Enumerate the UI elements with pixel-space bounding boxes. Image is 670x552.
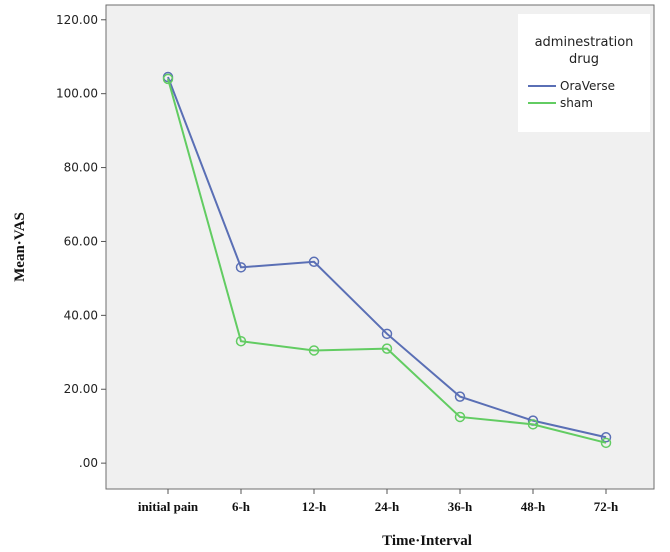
legend-title-line1: adminestration xyxy=(535,35,634,50)
data-point-oraverse xyxy=(381,328,393,340)
y-axis: .00 20.00 40.00 60.00 80.00 100.00 120.00 xyxy=(56,13,106,470)
x-tick-label: 12-h xyxy=(302,499,327,514)
legend: adminestration drug OraVerse sham xyxy=(518,14,650,132)
x-tick-label: 48-h xyxy=(521,499,546,514)
data-point-oraverse xyxy=(600,432,612,443)
series-line-oraverse xyxy=(167,76,607,439)
y-tick-label: 100.00 xyxy=(56,87,98,101)
x-tick-label: initial pain xyxy=(138,499,199,514)
data-point-oraverse xyxy=(308,256,320,268)
y-tick-label: .00 xyxy=(79,456,98,470)
data-point-sham xyxy=(454,411,466,423)
data-point-sham xyxy=(235,335,247,347)
data-point-sham xyxy=(162,73,174,85)
x-tick-label: 36-h xyxy=(448,499,473,514)
data-point-oraverse xyxy=(454,391,466,402)
series-layer xyxy=(162,71,612,449)
data-point-sham xyxy=(308,345,320,356)
y-tick-label: 60.00 xyxy=(64,234,98,248)
data-point-sham xyxy=(527,419,539,430)
data-point-sham xyxy=(381,343,393,354)
x-axis-title: Time·Interval xyxy=(382,533,472,549)
y-tick-label: 120.00 xyxy=(56,13,98,27)
y-axis-title: Mean·VAS xyxy=(12,212,28,282)
x-tick-label: 6-h xyxy=(232,499,251,514)
series-line-sham xyxy=(167,78,607,444)
y-tick-label: 40.00 xyxy=(64,308,98,322)
legend-title-line2: drug xyxy=(569,52,599,67)
data-point-sham xyxy=(600,437,612,449)
data-point-oraverse xyxy=(235,262,247,273)
y-tick-label: 20.00 xyxy=(64,382,98,396)
legend-label-sham: sham xyxy=(560,96,593,110)
legend-box xyxy=(518,14,650,132)
x-tick-label: 72-h xyxy=(594,499,619,514)
x-tick-label: 24-h xyxy=(375,499,400,514)
y-tick-label: 80.00 xyxy=(64,161,98,175)
legend-label-oraverse: OraVerse xyxy=(560,79,615,93)
x-axis: initial pain 6-h 12-h 24-h 36-h 48-h 72-h xyxy=(138,489,619,514)
